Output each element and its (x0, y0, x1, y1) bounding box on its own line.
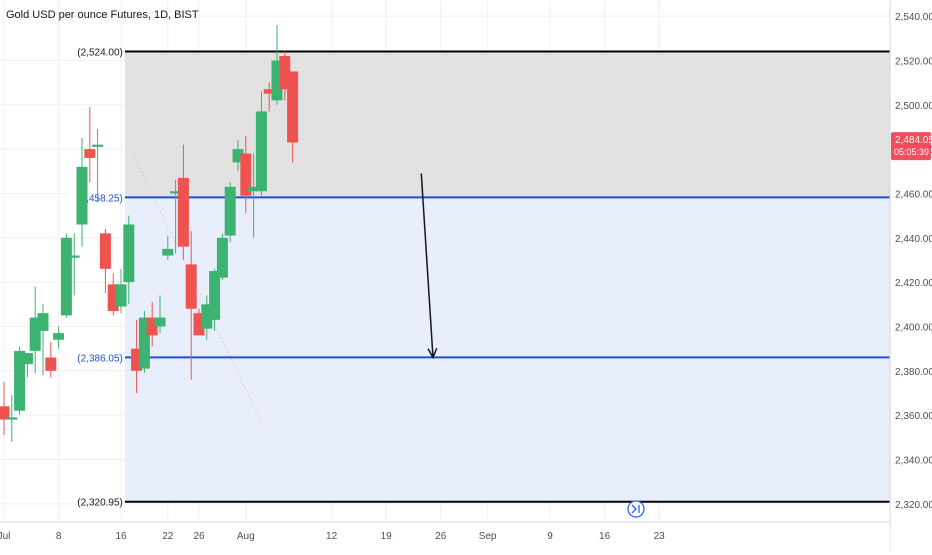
y-tick-label: 2,520.00 (895, 56, 932, 67)
x-tick-label: Aug (237, 531, 255, 542)
x-tick-label: 16 (599, 531, 611, 542)
candle-body (99, 233, 111, 269)
candle-body (107, 284, 119, 311)
candle-body (193, 313, 205, 336)
candle-body (201, 304, 213, 329)
candle-body (115, 284, 127, 307)
x-tick-label: Sep (479, 531, 497, 542)
candle-body (154, 317, 166, 327)
target-zone-upper (124, 51, 890, 198)
y-tick-label: 2,360.00 (895, 411, 932, 422)
candle-body (287, 71, 299, 143)
candle-body (68, 255, 80, 258)
y-tick-label: 2,540.00 (895, 12, 932, 23)
candle-body (29, 317, 41, 351)
candle-body (45, 357, 57, 371)
candle-body (0, 406, 10, 420)
candle-body (138, 317, 150, 369)
candle-body (162, 248, 174, 256)
y-tick-label: 2,440.00 (895, 234, 932, 245)
candle-body (37, 313, 49, 331)
price-axis-panel (890, 0, 932, 550)
price-level-label: (2,386.05) (77, 353, 123, 364)
x-tick-label: Jul (0, 531, 10, 542)
candle-body (209, 271, 221, 320)
candle-body (263, 89, 275, 94)
chart-title: Gold USD per ounce Futures, 1D, BIST (6, 9, 199, 21)
price-level-label: (2,524.00) (77, 48, 123, 59)
candle-body (21, 353, 33, 365)
target-zone-lower (124, 197, 890, 502)
candle-body (76, 166, 88, 225)
y-tick-label: 2,340.00 (895, 455, 932, 466)
candle-body (255, 111, 267, 192)
y-tick-label: 2,500.00 (895, 101, 932, 112)
candle-body (177, 177, 189, 247)
candle-body (123, 224, 135, 283)
candle-body (131, 348, 143, 371)
trend-guide-line (132, 153, 262, 423)
candle-body (6, 417, 18, 420)
candle-body (248, 186, 260, 192)
candle-body (170, 191, 182, 194)
bar-countdown: 05:05:39 (894, 147, 929, 157)
x-tick-label: 12 (326, 531, 338, 542)
candle-body (185, 264, 197, 309)
x-tick-label: 23 (654, 531, 666, 542)
y-tick-label: 2,420.00 (895, 278, 932, 289)
chevron-right-icon (631, 504, 637, 514)
price-level-label: (2,320.95) (77, 498, 123, 509)
x-tick-label: 26 (193, 531, 205, 542)
candle-body (60, 237, 72, 316)
x-tick-label: 8 (56, 531, 62, 542)
projection-arrow (420, 173, 434, 358)
candle-body (232, 149, 244, 163)
last-price-value: 2,484.05 (895, 135, 932, 146)
last-price-tag (891, 132, 931, 161)
candle-body (53, 333, 65, 340)
y-tick-label: 2,400.00 (895, 322, 932, 333)
price-level-label: (2,458.25) (77, 193, 123, 204)
x-tick-label: 19 (381, 531, 393, 542)
candle-body (271, 60, 283, 101)
time-axis-panel (0, 522, 890, 550)
y-tick-label: 2,380.00 (895, 367, 932, 378)
candle-body (279, 55, 291, 90)
candle-body (146, 317, 158, 336)
candle-body (216, 237, 228, 278)
x-tick-label: 26 (435, 531, 447, 542)
scroll-to-realtime-button[interactable] (627, 500, 645, 518)
candle-body (92, 144, 104, 147)
candle-body (84, 149, 96, 158)
y-tick-label: 2,320.00 (895, 500, 932, 511)
x-tick-label: 22 (162, 531, 174, 542)
y-tick-label: 2,460.00 (895, 189, 932, 200)
label-backing (66, 350, 123, 364)
candle-body (240, 153, 252, 196)
x-tick-label: 9 (547, 531, 553, 542)
projection-arrow-head (427, 347, 438, 360)
candle-body (224, 186, 236, 236)
x-tick-label: 16 (115, 531, 127, 542)
candle-body (14, 350, 26, 411)
